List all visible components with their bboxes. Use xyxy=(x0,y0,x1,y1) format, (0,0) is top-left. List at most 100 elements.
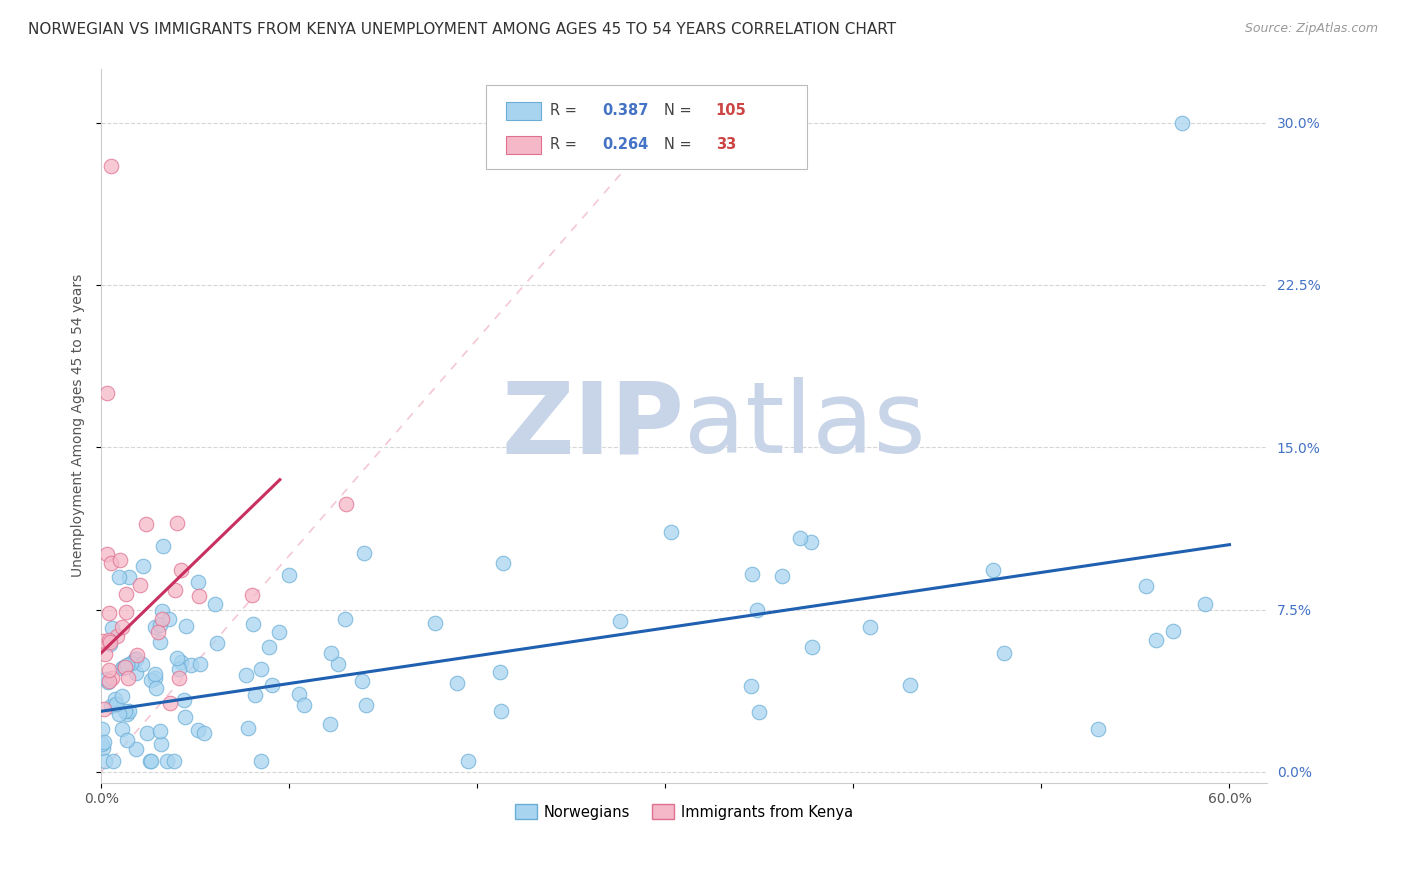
Point xyxy=(243,689,266,703)
Point xyxy=(170,563,193,577)
Point xyxy=(125,741,148,756)
Point xyxy=(146,625,169,640)
Point xyxy=(111,620,134,634)
Point xyxy=(110,661,132,675)
Point xyxy=(204,598,226,612)
Point xyxy=(288,687,311,701)
Point xyxy=(205,636,228,650)
Text: 0.387: 0.387 xyxy=(603,103,650,118)
Point xyxy=(98,637,121,651)
Point xyxy=(741,566,763,581)
Point xyxy=(114,587,136,601)
Point xyxy=(319,716,342,731)
Point xyxy=(96,386,118,401)
Point xyxy=(131,657,153,671)
Point xyxy=(98,632,121,647)
Point xyxy=(745,603,768,617)
Text: N =: N = xyxy=(665,103,696,118)
Point xyxy=(115,732,138,747)
Point xyxy=(91,634,114,648)
Point xyxy=(425,616,447,631)
Point xyxy=(166,650,188,665)
Point xyxy=(90,723,112,737)
Point xyxy=(143,620,166,634)
Point xyxy=(150,612,173,626)
Point xyxy=(250,754,273,768)
Point xyxy=(100,557,122,571)
Text: N =: N = xyxy=(665,136,696,152)
Point xyxy=(242,616,264,631)
Point xyxy=(257,640,280,654)
Point xyxy=(159,697,181,711)
Point xyxy=(489,665,512,679)
Point xyxy=(457,754,479,768)
Point xyxy=(353,545,375,559)
Point xyxy=(801,640,824,654)
Point xyxy=(326,657,349,671)
Point xyxy=(114,704,136,718)
Bar xyxy=(506,136,541,153)
Point xyxy=(145,681,167,695)
Point xyxy=(740,679,762,693)
Point xyxy=(150,604,173,618)
Point xyxy=(97,675,120,690)
Point xyxy=(94,754,117,768)
Point xyxy=(173,692,195,706)
Point xyxy=(100,699,122,714)
Point xyxy=(335,497,357,511)
Point xyxy=(112,660,135,674)
Point xyxy=(143,667,166,681)
Text: ZIP: ZIP xyxy=(502,377,685,475)
Point xyxy=(118,570,141,584)
Point xyxy=(149,635,172,649)
Point xyxy=(150,737,173,751)
Point xyxy=(157,612,180,626)
Point xyxy=(96,547,118,561)
Point xyxy=(98,673,121,688)
Point xyxy=(101,621,124,635)
Text: atlas: atlas xyxy=(685,377,925,475)
Point xyxy=(352,673,374,688)
Point xyxy=(659,525,682,540)
Y-axis label: Unemployment Among Ages 45 to 54 years: Unemployment Among Ages 45 to 54 years xyxy=(72,274,86,577)
Text: 33: 33 xyxy=(716,136,735,152)
Point xyxy=(180,658,202,673)
Point xyxy=(278,568,301,582)
Text: 0.264: 0.264 xyxy=(603,136,648,152)
Point xyxy=(101,671,124,685)
Point xyxy=(176,619,198,633)
Point xyxy=(135,726,157,740)
Point xyxy=(193,726,215,740)
Point xyxy=(800,535,823,549)
Point xyxy=(139,673,162,687)
Point xyxy=(1144,633,1167,648)
Point xyxy=(114,660,136,674)
Point xyxy=(162,754,184,768)
Point xyxy=(188,657,211,672)
Point xyxy=(103,754,125,768)
Point xyxy=(125,648,148,663)
Point xyxy=(269,624,291,639)
Point xyxy=(139,754,162,768)
Point xyxy=(1087,722,1109,736)
Point xyxy=(111,723,134,737)
Point xyxy=(1135,579,1157,593)
Point xyxy=(114,605,136,619)
Point xyxy=(169,662,191,676)
Point xyxy=(104,697,127,711)
Point xyxy=(124,652,146,666)
Point xyxy=(117,671,139,685)
Point xyxy=(149,617,172,632)
Point xyxy=(262,678,284,692)
Point xyxy=(98,606,121,620)
Point xyxy=(104,691,127,706)
Point xyxy=(108,553,131,567)
Point xyxy=(125,652,148,666)
Point xyxy=(132,559,155,574)
Point xyxy=(446,676,468,690)
Point xyxy=(609,614,631,628)
Point xyxy=(1171,115,1194,129)
Point xyxy=(94,647,117,661)
Point xyxy=(292,698,315,713)
Point xyxy=(235,668,257,682)
